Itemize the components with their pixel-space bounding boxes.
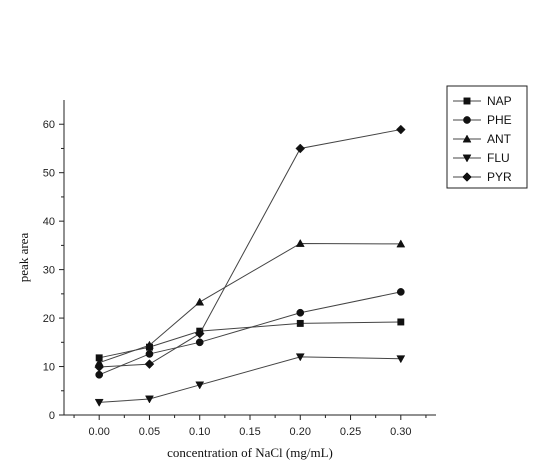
legend-label: NAP [487, 94, 512, 108]
series-pyr [94, 124, 406, 372]
data-point [145, 340, 154, 349]
data-point [94, 398, 104, 407]
data-point [94, 362, 105, 372]
legend-marker [462, 172, 472, 182]
x-tick-label: 0.15 [239, 426, 260, 438]
y-tick-label: 20 [43, 313, 55, 325]
data-point [296, 308, 305, 317]
data-point [395, 124, 406, 135]
data-point [95, 370, 104, 379]
data-point [295, 353, 305, 362]
data-point [145, 395, 154, 404]
series-line [99, 129, 401, 368]
legend-label: PYR [487, 170, 512, 184]
series-ant [94, 238, 406, 367]
x-tick-label: 0.25 [340, 426, 361, 438]
legend-label: ANT [487, 132, 512, 146]
y-tick-label: 10 [43, 362, 55, 374]
legend-item: PHE [453, 113, 512, 127]
x-axis-title: concentration of NaCl (mg/mL) [167, 445, 333, 460]
data-point [195, 297, 205, 306]
x-tick-label: 0.00 [88, 426, 109, 438]
data-point [194, 328, 205, 339]
axes: 0 10 20 30 40 50 60 0.00 0.05 0.10 0.15 0.20 0.25 0.3… [16, 100, 436, 460]
series-nap [95, 318, 405, 362]
legend-label: FLU [487, 151, 510, 165]
legend-label: PHE [487, 113, 512, 127]
data-point [144, 359, 155, 369]
legend-marker [462, 154, 472, 163]
y-tick-label: 50 [43, 168, 55, 180]
data-point [145, 350, 154, 358]
series-line [98, 291, 401, 376]
x-tick-label: 0.05 [139, 426, 160, 438]
series-line [99, 356, 401, 403]
data-point [396, 239, 406, 248]
y-axis-title: peak area [16, 233, 31, 283]
data-point [295, 238, 305, 247]
y-tick-label: 0 [49, 410, 55, 422]
legend-marker [463, 116, 471, 124]
x-tick-label: 0.20 [290, 426, 311, 438]
data-point [396, 288, 405, 296]
legend-item: FLU [453, 151, 510, 165]
legend-box [446, 85, 528, 189]
series-flu [94, 353, 406, 407]
series-phe [95, 288, 405, 379]
data-point [396, 355, 406, 364]
legend-item: ANT [453, 132, 512, 146]
data-point [296, 319, 304, 327]
data-point [295, 143, 306, 154]
y-tick-label: 30 [43, 265, 55, 277]
data-point [195, 381, 205, 390]
legend-marker [463, 97, 471, 105]
x-tick-label: 0.10 [189, 426, 210, 438]
data-point [397, 318, 405, 326]
legend: NAP PHE ANT FLU PYR [446, 85, 528, 189]
data-point [195, 338, 204, 347]
y-tick-label: 40 [43, 216, 55, 228]
legend-item: PYR [453, 170, 512, 184]
series-layer [94, 124, 406, 407]
legend-marker [462, 134, 472, 143]
x-tick-label: 0.30 [390, 426, 411, 438]
legend-item: NAP [453, 94, 512, 108]
y-tick-label: 60 [43, 119, 55, 131]
series-line [99, 242, 401, 364]
